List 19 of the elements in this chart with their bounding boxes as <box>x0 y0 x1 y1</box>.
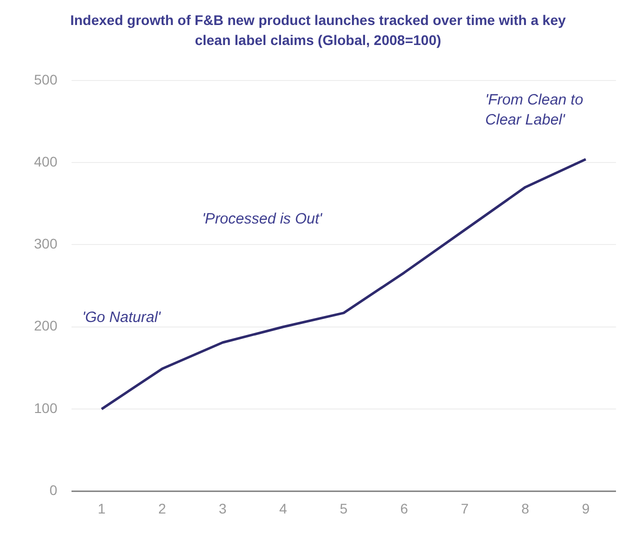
x-tick-label: 5 <box>340 500 348 516</box>
y-tick-label: 300 <box>34 236 58 252</box>
x-tick-label: 8 <box>521 500 530 516</box>
y-tick-label: 0 <box>50 482 58 498</box>
annotation: 'Go Natural' <box>82 309 162 326</box>
annotation: 'From Clean to Clear Label' <box>485 91 584 128</box>
chart-title: Indexed growth of F&B new product launches tracked over time with a key clean label claims (Global, 2008=100) <box>69 11 567 50</box>
x-tick-label: 9 <box>582 500 590 516</box>
annotation: 'Processed is Out' <box>202 210 324 228</box>
x-tick-label: 2 <box>158 500 166 516</box>
x-tick-label: 6 <box>400 500 408 516</box>
x-tick-label: 4 <box>279 500 288 516</box>
x-tick-label: 7 <box>460 500 469 516</box>
y-tick-label: 100 <box>34 400 58 416</box>
x-tick-label: 3 <box>218 500 227 516</box>
x-tick-label: 1 <box>98 500 106 516</box>
y-tick-label: 400 <box>34 153 58 170</box>
y-tick-label: 200 <box>34 318 58 334</box>
y-tick-label: 500 <box>34 71 58 88</box>
